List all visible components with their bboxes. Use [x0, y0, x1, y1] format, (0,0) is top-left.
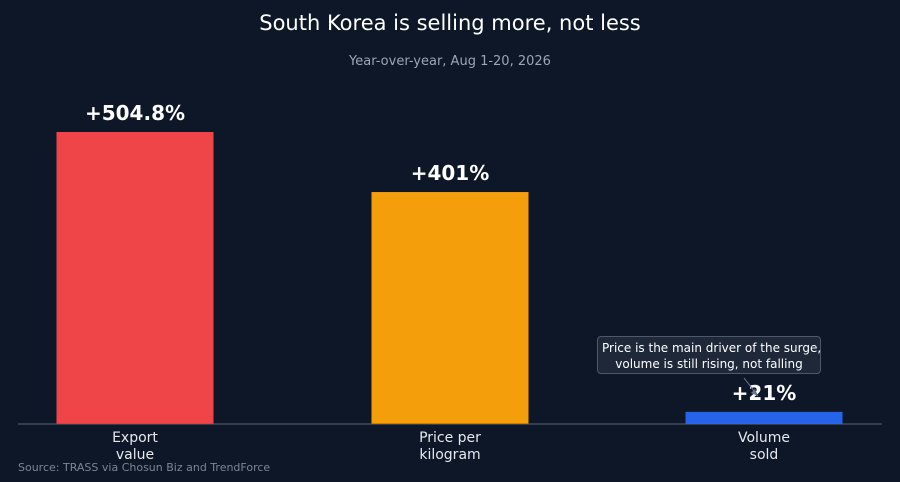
- category-label-2-line-2: kilogram: [419, 447, 480, 463]
- annotation-line-2: volume is still rising, not falling: [615, 357, 803, 371]
- value-label-1: +504.8%: [85, 101, 185, 125]
- category-label-2-line-1: Price per: [419, 430, 481, 446]
- bar-1: [56, 132, 214, 424]
- bar-3: [685, 411, 843, 424]
- category-label-3-line-1: Volume: [738, 430, 790, 446]
- category-label-1-line-1: Export: [112, 430, 158, 446]
- category-label-3-line-2: sold: [750, 447, 779, 463]
- source-note: Source: TRASS via Chosun Biz and TrendFo…: [18, 461, 271, 474]
- chart-subtitle: Year-over-year, Aug 1-20, 2026: [349, 54, 551, 69]
- annotation-callout: Price is the main driver of the surge, v…: [597, 336, 821, 374]
- value-label-3: +21%: [732, 381, 797, 405]
- value-label-2: +401%: [411, 161, 490, 185]
- bar-2: [371, 192, 529, 424]
- chart-title: South Korea is selling more, not less: [259, 11, 641, 35]
- category-label-1-line-2: value: [116, 447, 154, 463]
- annotation-line-1: Price is the main driver of the surge,: [602, 341, 822, 355]
- annotation-arrow-head: [751, 389, 758, 396]
